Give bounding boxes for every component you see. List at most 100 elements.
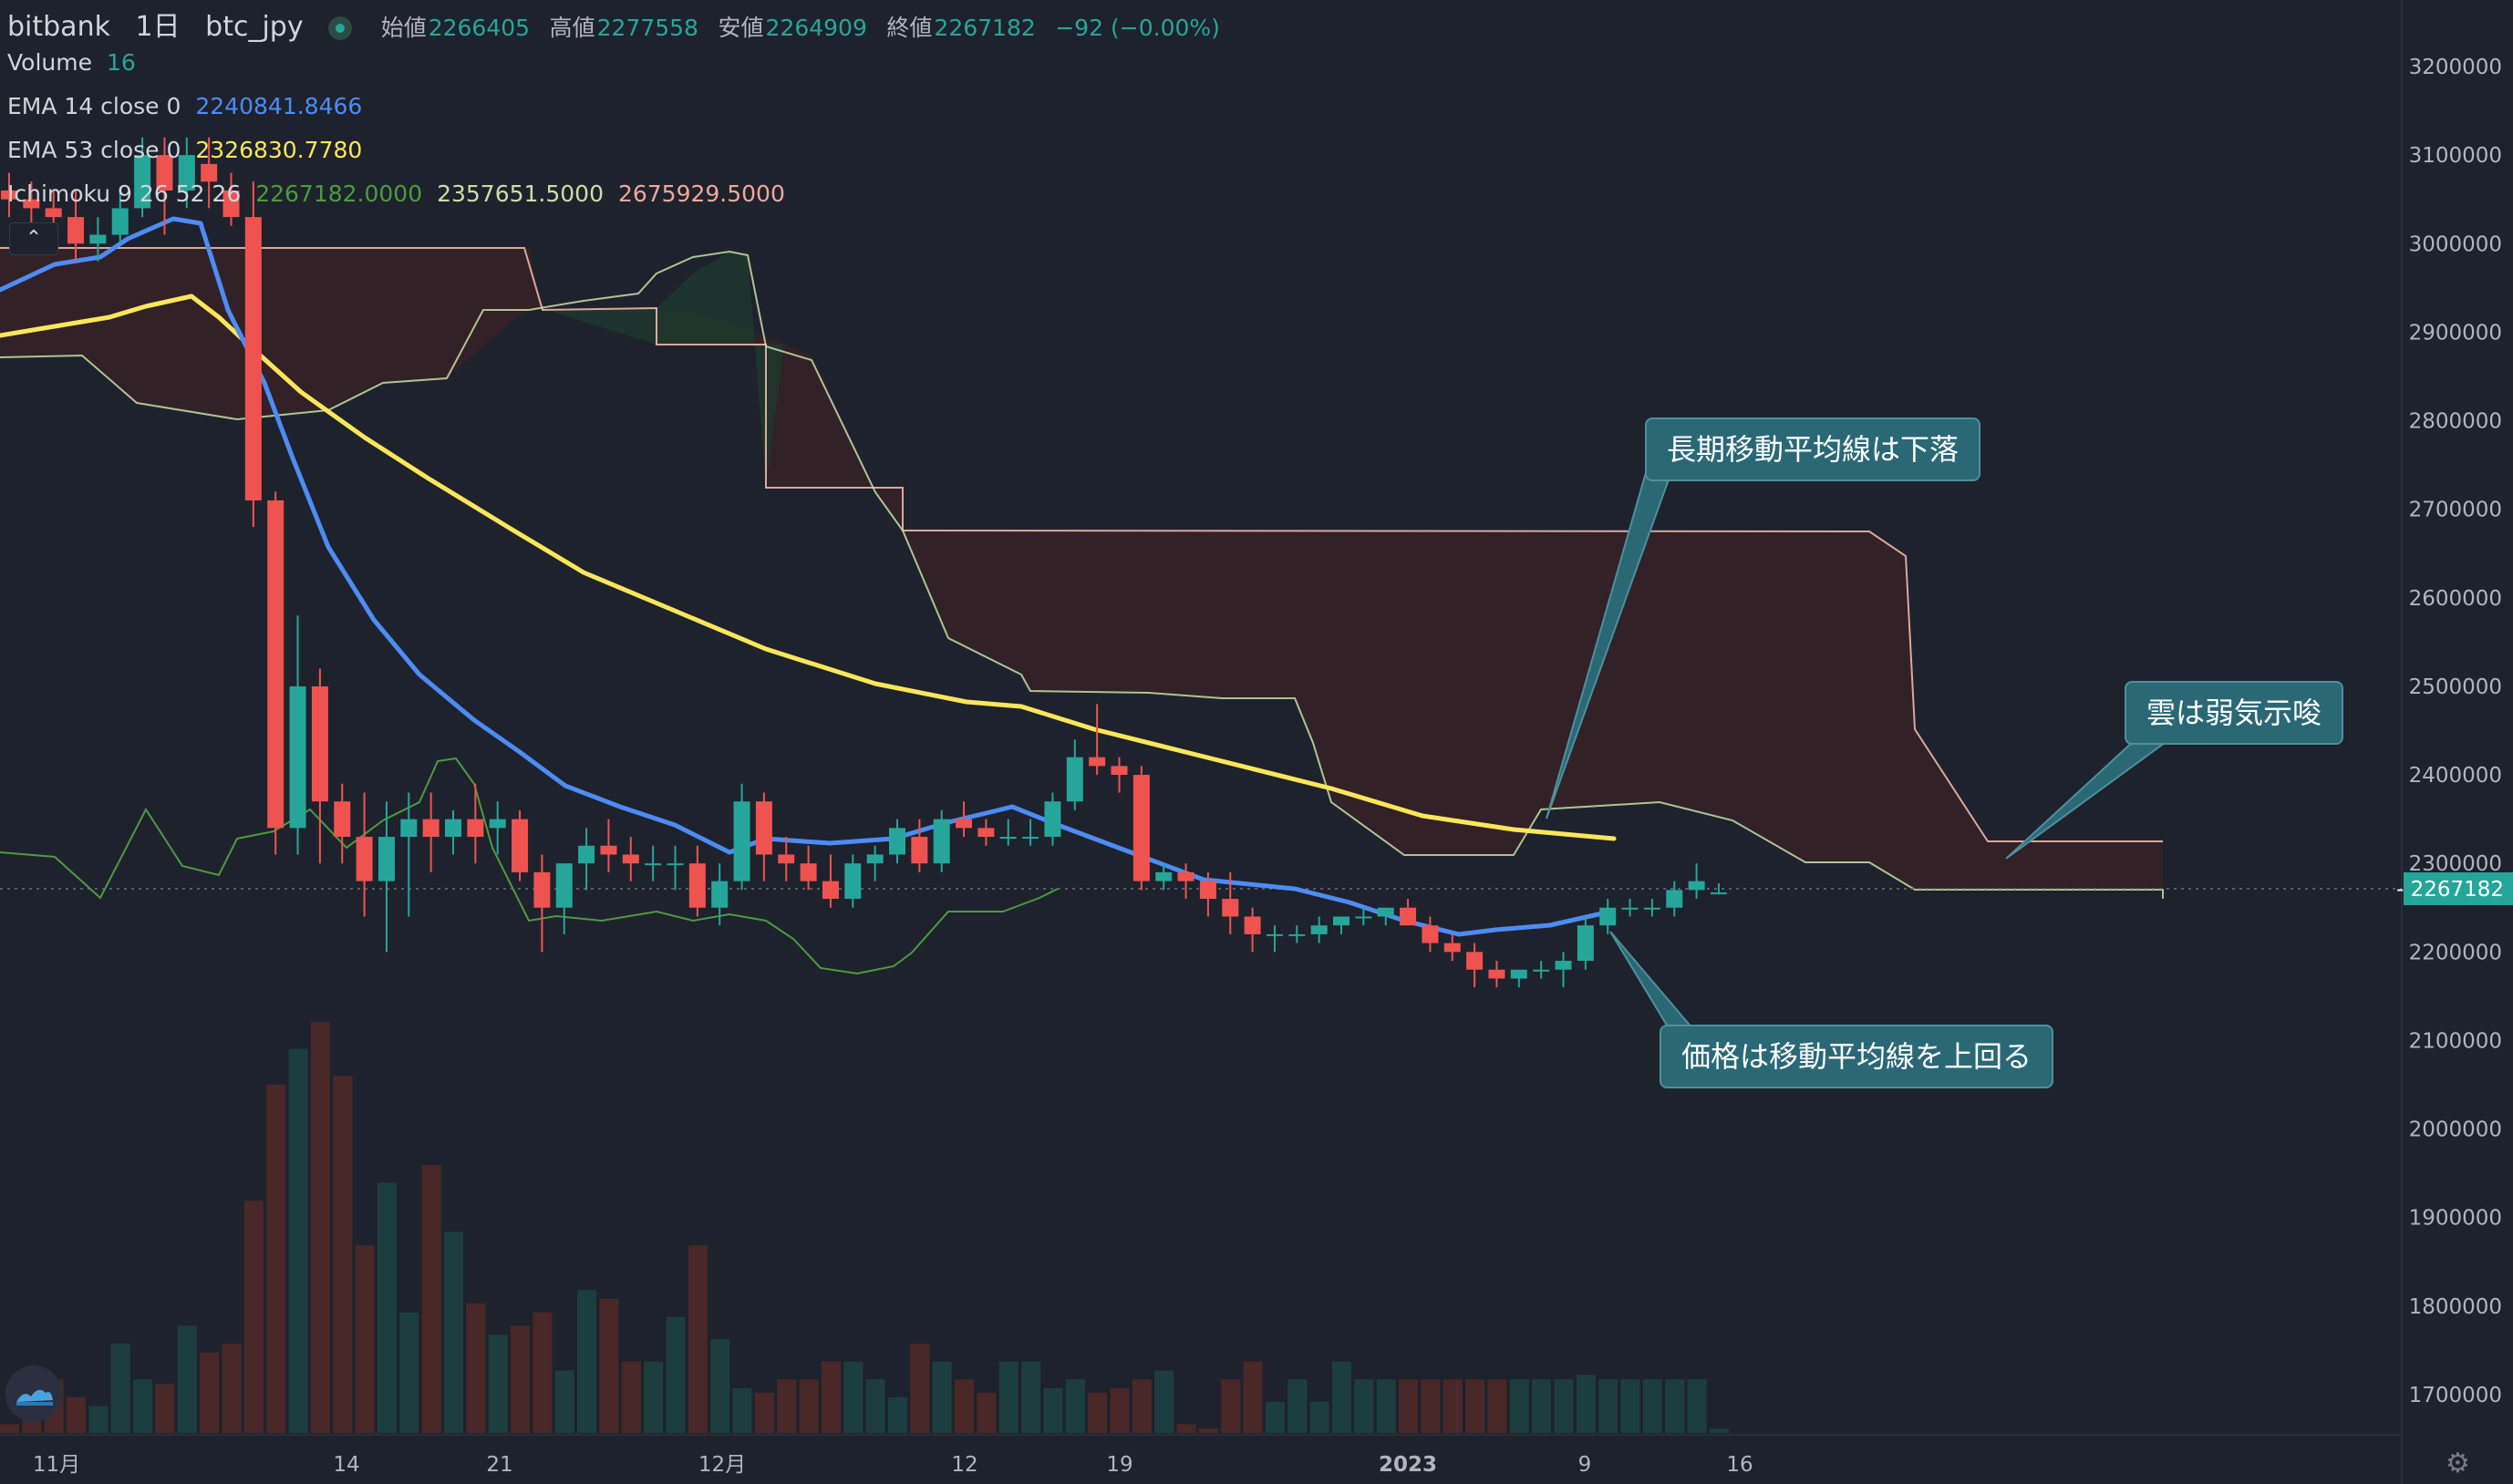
candle-body xyxy=(1555,961,1572,970)
callout-pointers xyxy=(1546,469,2170,1029)
candle-body xyxy=(1222,899,1239,917)
candle-body xyxy=(89,234,107,244)
x-tick-label: 12月 xyxy=(698,1453,746,1477)
candle-body xyxy=(645,863,662,866)
candle-body xyxy=(1310,925,1328,934)
y-tick-label: 2700000 xyxy=(2409,499,2502,522)
y-tick-label: 3000000 xyxy=(2409,232,2502,256)
volume-bar xyxy=(0,1424,19,1433)
candle-body xyxy=(377,837,395,881)
callout-long-ma[interactable]: 長期移動平均線は下落 xyxy=(1645,417,1981,481)
ichimoku-cloud xyxy=(0,246,2164,899)
volume-bar xyxy=(821,1361,841,1433)
volume-bar xyxy=(1421,1379,1441,1433)
volume-bar xyxy=(554,1370,574,1433)
volume-bar xyxy=(1665,1379,1685,1433)
candle-body xyxy=(311,685,328,802)
volume-bar xyxy=(200,1352,220,1433)
y-tick-label: 3100000 xyxy=(2409,144,2502,168)
candle-body xyxy=(1,190,17,200)
candle-body xyxy=(201,163,218,182)
candle-body xyxy=(1266,933,1283,936)
volume-legend[interactable]: Volume 16 xyxy=(7,49,143,76)
candle-body xyxy=(512,819,529,872)
candle-body xyxy=(1643,907,1660,910)
y-tick-label: 2400000 xyxy=(2409,764,2502,788)
candle-body xyxy=(956,819,973,829)
candlesticks xyxy=(1,137,1727,988)
y-tick-label: 2900000 xyxy=(2409,321,2502,345)
candle-body xyxy=(933,819,950,864)
volume-bar xyxy=(644,1361,664,1433)
volume-bar xyxy=(1598,1379,1618,1433)
candle-body xyxy=(1288,933,1306,936)
x-tick-label: 11月 xyxy=(33,1453,80,1477)
volume-bar xyxy=(1243,1361,1263,1433)
candle-body xyxy=(1443,943,1461,953)
y-tick-label: 2800000 xyxy=(2409,410,2502,434)
y-tick-label: 2100000 xyxy=(2409,1029,2502,1053)
volume-bar xyxy=(110,1344,130,1433)
volume-bar xyxy=(732,1388,752,1433)
candle-body xyxy=(156,155,173,191)
volume-bar xyxy=(355,1245,375,1433)
volume-bar xyxy=(1332,1361,1351,1433)
candle-body xyxy=(1533,969,1550,972)
candle-body xyxy=(1155,871,1173,881)
interval[interactable]: 1日 xyxy=(135,11,181,43)
last-price-label: - 2267182 xyxy=(2396,878,2504,902)
candle-body xyxy=(422,819,440,838)
candle-body xyxy=(1333,916,1350,926)
candle-body xyxy=(1022,837,1039,840)
x-tick-label: 2023 xyxy=(1379,1453,1437,1477)
y-tick-label: 2200000 xyxy=(2409,941,2502,964)
candle-body xyxy=(600,845,617,855)
candle-body xyxy=(267,500,284,829)
symbol-legend: bitbank 1日 btc_jpy 始値2266405 高値2277558 安… xyxy=(7,4,1231,44)
volume-bar xyxy=(998,1361,1019,1433)
candle-body xyxy=(1422,925,1439,943)
candle-body xyxy=(1044,801,1061,838)
candle-body xyxy=(67,217,85,244)
chart-grid xyxy=(0,0,2403,1484)
candle-body xyxy=(1488,969,1505,979)
candle-body xyxy=(111,208,129,235)
volume-bar xyxy=(466,1303,486,1433)
volume-bar xyxy=(1088,1392,1108,1433)
callout-cloud[interactable]: 雲は弱気示唆 xyxy=(2125,681,2344,745)
cloud-area-bullish xyxy=(529,252,784,488)
ema53-legend[interactable]: EMA 53 close 0 2326830.7780 xyxy=(7,137,369,163)
volume-bar xyxy=(1576,1375,1596,1433)
settings-gear-icon[interactable]: ⚙ xyxy=(2446,1448,2470,1479)
candle-body xyxy=(711,881,729,908)
candle-body xyxy=(755,801,772,855)
candle-body xyxy=(356,837,373,881)
candle-body xyxy=(1199,881,1216,900)
ichimoku-legend[interactable]: Ichimoku 9 26 52 26 2267182.0000 2357651… xyxy=(7,180,792,207)
volume-bar xyxy=(1443,1379,1463,1433)
candle-body xyxy=(1355,916,1372,919)
ichimoku-label: Ichimoku 9 26 52 26 xyxy=(7,180,242,207)
candle-body xyxy=(1066,757,1083,802)
callout-price-above[interactable]: 価格は移動平均線を上回る xyxy=(1660,1025,2054,1088)
change-value: −92 (−0.00%) xyxy=(1055,15,1220,41)
y-tick-label: 1900000 xyxy=(2409,1207,2502,1231)
tradingview-logo-icon[interactable] xyxy=(5,1365,62,1422)
symbol-name[interactable]: btc_jpy xyxy=(205,11,304,43)
candle-body xyxy=(1710,892,1727,895)
candle-body xyxy=(1132,775,1150,881)
low-value: 2264909 xyxy=(765,15,867,41)
y-tick-label: 2500000 xyxy=(2409,675,2502,699)
collapse-legend-button[interactable]: ⌃ xyxy=(9,222,58,255)
ema53-label: EMA 53 close 0 xyxy=(7,137,181,163)
volume-bar xyxy=(777,1379,797,1433)
candle-body xyxy=(45,208,62,218)
candle-body xyxy=(667,863,684,866)
y-tick-label: 1800000 xyxy=(2409,1295,2502,1319)
candle-body xyxy=(555,863,573,908)
volume-bars xyxy=(0,1022,1729,1433)
ema14-legend[interactable]: EMA 14 close 0 2240841.8466 xyxy=(7,93,369,119)
candle-body xyxy=(1244,916,1261,934)
volume-bar xyxy=(1221,1379,1241,1433)
